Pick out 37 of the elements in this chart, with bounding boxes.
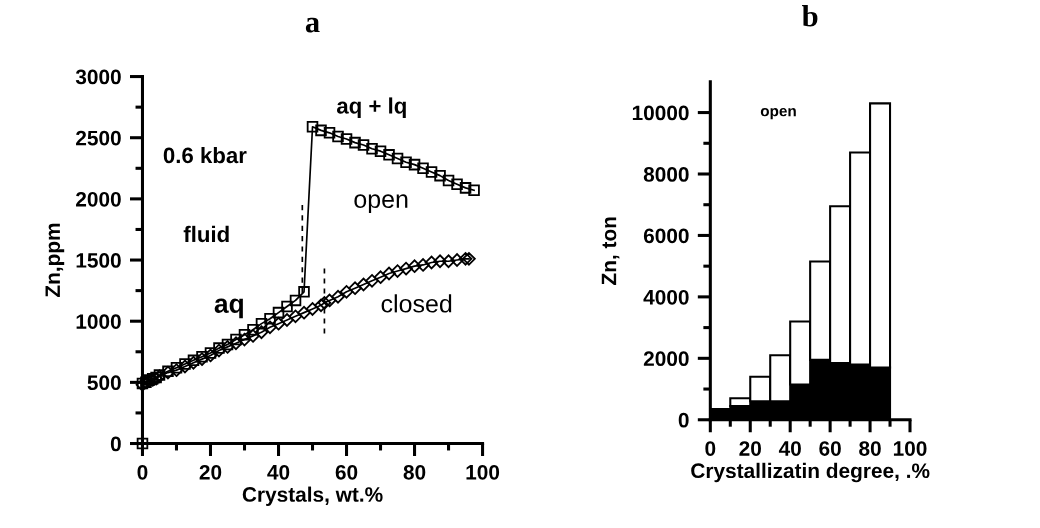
annotation: 0.6 kbar xyxy=(163,146,247,164)
annotation: aq + lq xyxy=(336,97,406,119)
y-tick-label: 2000 xyxy=(76,191,121,207)
x-tick-label: 20 xyxy=(739,441,761,456)
chart-title: b xyxy=(802,5,818,27)
x-tick-label: 40 xyxy=(267,464,290,480)
y-tick-label: 4000 xyxy=(643,289,689,305)
x-tick-label: 80 xyxy=(859,441,881,456)
annotation: aq xyxy=(214,298,243,319)
y-tick-label: 6000 xyxy=(643,228,689,244)
annotation: closed xyxy=(381,294,452,313)
annotation: fluid xyxy=(183,225,229,243)
y-axis-title: Zn,ppm xyxy=(45,223,65,298)
x-tick-label: 20 xyxy=(199,464,222,480)
y-tick-label: 2500 xyxy=(76,130,121,146)
x-axis-title: Crystals, wt.% xyxy=(242,486,383,506)
annotation: open xyxy=(354,194,408,213)
chart-title: a xyxy=(305,17,320,33)
y-tick-label: 10000 xyxy=(632,105,689,121)
y-axis-title: Zn, ton xyxy=(601,217,620,285)
x-tick-label: 0 xyxy=(137,464,148,480)
x-tick-label: 100 xyxy=(893,441,927,456)
x-tick-label: 60 xyxy=(819,441,841,456)
y-tick-label: 3000 xyxy=(75,69,121,85)
x-tick-label: 100 xyxy=(466,464,500,480)
y-tick-label: 2000 xyxy=(643,351,689,367)
y-tick-label: 1000 xyxy=(76,314,121,329)
x-tick-label: 80 xyxy=(403,464,426,480)
x-tick-label: 40 xyxy=(778,441,801,456)
y-tick-label: 0 xyxy=(678,412,689,428)
x-tick-label: 0 xyxy=(705,441,716,456)
x-tick-label: 60 xyxy=(335,464,358,480)
y-tick-label: 1500 xyxy=(76,253,121,268)
x-axis-title: Crystallizatin degree, .% xyxy=(691,462,930,483)
y-tick-label: 8000 xyxy=(643,167,689,182)
annotation: open xyxy=(760,107,796,120)
y-tick-label: 500 xyxy=(87,375,121,391)
